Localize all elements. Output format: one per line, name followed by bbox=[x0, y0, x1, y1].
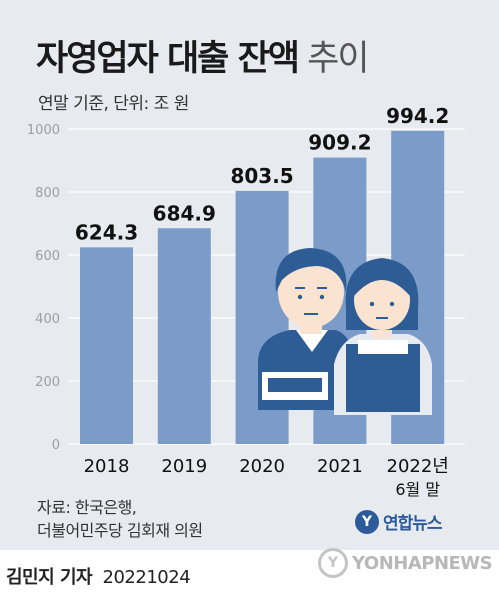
x-category-label: 2018 bbox=[84, 456, 130, 477]
title-suffix: 추이 bbox=[307, 39, 369, 79]
x-category-label: 2019 bbox=[161, 456, 207, 477]
chart-title: 자영업자 대출 잔액 추이 bbox=[36, 30, 370, 81]
female-worker-icon bbox=[334, 258, 432, 415]
source-note: 자료: 한국은행, 더불어민주당 김회재 의원 bbox=[37, 496, 203, 542]
agency-name: 연합뉴스 bbox=[383, 514, 443, 534]
y-tick-label: 1000 bbox=[27, 123, 60, 138]
footer bbox=[0, 550, 499, 597]
title-main: 자영업자 대출 잔액 bbox=[36, 39, 300, 79]
y-tick-label: 800 bbox=[35, 186, 60, 201]
y-tick-label: 0 bbox=[52, 438, 60, 453]
x-category-sublabel: 6월 말 bbox=[395, 480, 440, 499]
chart-subtitle: 연말 기준, 단위: 조 원 bbox=[38, 94, 189, 114]
publish-date: 20221024 bbox=[102, 567, 191, 588]
x-category-label: 2022년 bbox=[387, 456, 449, 477]
reporter-credit: 김민지 기자 20221024 bbox=[6, 563, 191, 589]
watermark: Y YONHAPNEWS bbox=[318, 548, 493, 578]
worker-illustration bbox=[258, 248, 432, 415]
x-category-label: 2021 bbox=[317, 456, 363, 477]
watermark-globe-icon: Y bbox=[318, 548, 348, 578]
male-worker-icon bbox=[258, 248, 354, 410]
source-line-2: 더불어민주당 김회재 의원 bbox=[37, 521, 203, 540]
y-tick-label: 200 bbox=[35, 375, 60, 390]
bar-chart: 0 200 400 600 800 1000 bbox=[27, 104, 465, 499]
x-axis-labels: 2018 2019 2020 2021 2022년 6월 말 bbox=[84, 456, 449, 499]
bar bbox=[157, 228, 211, 444]
source-line-1: 자료: 한국은행, bbox=[37, 498, 137, 517]
agency-logo: Y 연합뉴스 bbox=[355, 509, 443, 534]
bar-value-label: 994.2 bbox=[386, 104, 449, 128]
y-tick-label: 600 bbox=[35, 249, 60, 264]
bar-value-label: 684.9 bbox=[153, 201, 216, 225]
bar-value-label: 624.3 bbox=[75, 220, 138, 244]
value-labels: 624.3 684.9 803.5 909.2 994.2 bbox=[75, 104, 449, 245]
bar-value-label: 909.2 bbox=[308, 131, 371, 155]
bar bbox=[80, 247, 133, 444]
watermark-text: YONHAPNEWS bbox=[352, 552, 493, 574]
reporter-name: 김민지 기자 bbox=[6, 567, 93, 588]
y-tick-label: 400 bbox=[35, 312, 60, 327]
x-category-label: 2020 bbox=[239, 456, 285, 477]
y-axis-ticks: 0 200 400 600 800 1000 bbox=[27, 123, 60, 453]
bar-value-label: 803.5 bbox=[230, 164, 293, 188]
yonhap-globe-icon: Y bbox=[355, 509, 379, 534]
